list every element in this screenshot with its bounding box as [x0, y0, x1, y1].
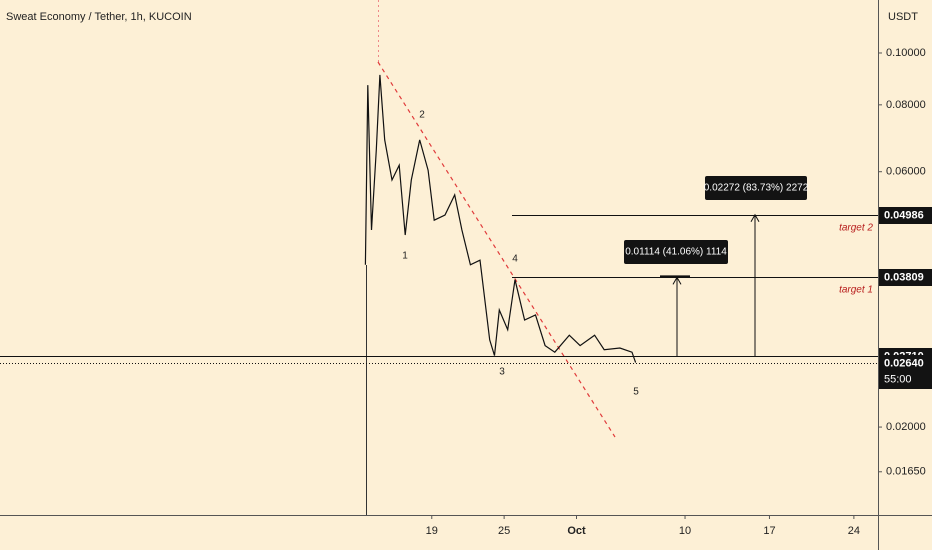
x-tick-label: 25 [498, 525, 510, 537]
price-label-box [879, 207, 932, 224]
y-tick-label: 0.02000 [886, 421, 926, 433]
price-label-box [879, 269, 932, 286]
wave-label: 4 [512, 254, 518, 265]
axis-unit: USDT [888, 11, 918, 23]
measure-box [624, 240, 728, 264]
arrow-head [750, 213, 760, 222]
wave-label: 1 [402, 251, 408, 262]
x-tick-label: Oct [567, 525, 586, 537]
measure-label: 0.01114 (41.06%) 1114 [625, 247, 727, 258]
price-line [364, 74, 637, 363]
wave-label: 2 [419, 110, 425, 121]
y-tick-label: 0.06000 [886, 166, 926, 178]
x-tick-label: 19 [426, 525, 438, 537]
price-label-box [879, 355, 932, 389]
x-tick-label: 10 [679, 525, 691, 537]
target-label: target 1 [839, 285, 873, 296]
trend-line [377, 61, 616, 438]
y-tick-label: 0.08000 [886, 99, 926, 111]
measure-box [705, 176, 807, 200]
x-tick-label: 17 [763, 525, 775, 537]
target-label: target 2 [839, 223, 873, 234]
price-label: 0.03809 [884, 271, 924, 283]
x-tick-label: 24 [848, 525, 860, 537]
wave-label: 3 [499, 367, 505, 378]
measure-label: 0.02272 (83.73%) 2272 [704, 183, 809, 194]
chart-title: Sweat Economy / Tether, 1h, KUCOIN [6, 11, 192, 23]
wave-label: 5 [633, 387, 639, 398]
price-label: 0.02640 [884, 357, 924, 369]
price-label: 0.04986 [884, 209, 924, 221]
countdown: 55:00 [884, 373, 912, 385]
y-tick-label: 0.10000 [886, 47, 926, 59]
arrow-head [672, 276, 682, 285]
y-tick-label: 0.01650 [886, 466, 926, 478]
